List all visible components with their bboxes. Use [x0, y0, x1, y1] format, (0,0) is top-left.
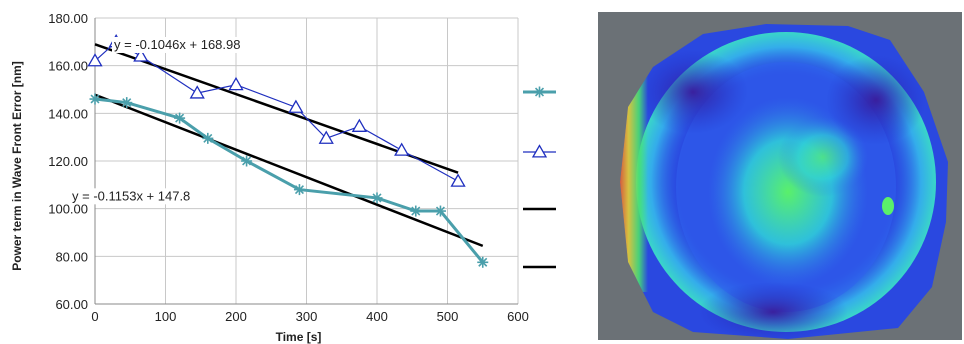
- series-1-point: [202, 132, 214, 144]
- series-2-point: [87, 53, 103, 67]
- series-1-point: [371, 192, 383, 204]
- trendline-equation-1: y = -0.1046x + 168.98: [114, 37, 240, 52]
- series-line-1: [94, 97, 484, 264]
- legend-marker-asterisk: [534, 86, 545, 98]
- legend-marker-triangle: [531, 144, 548, 158]
- series-2-point: [351, 118, 367, 132]
- x-tick-label: 600: [507, 309, 529, 324]
- legend-entry-series-2: [523, 144, 556, 158]
- equation-label-bg: [70, 188, 213, 205]
- series-2-point: [189, 85, 205, 99]
- x-axis-title: Time [s]: [276, 330, 322, 344]
- y-tick-label: 60.00: [55, 297, 88, 312]
- series-2-point: [288, 99, 304, 113]
- series-2-point: [318, 130, 334, 144]
- y-tick-label: 160.00: [48, 59, 88, 74]
- x-tick-label: 100: [155, 309, 177, 324]
- y-tick-label: 100.00: [48, 202, 88, 217]
- series-1-point: [174, 112, 186, 124]
- series-1-point: [434, 205, 446, 217]
- wavefront-error-map: [598, 12, 962, 340]
- series-1-point: [293, 184, 305, 196]
- x-tick-label: 0: [91, 309, 98, 324]
- y-tick-label: 120.00: [48, 154, 88, 169]
- series-1-point: [241, 155, 253, 167]
- power-term-chart: 60.00 80.00 100.00 120.00 140.00 160.00 180.00…: [10, 11, 556, 344]
- series-2-point: [394, 142, 410, 156]
- x-tick-label: 300: [296, 309, 318, 324]
- y-tick-label: 140.00: [48, 106, 88, 121]
- x-tick-label: 200: [225, 309, 247, 324]
- y-tick-label: 180.00: [48, 11, 88, 26]
- x-tick-label: 400: [366, 309, 388, 324]
- chart-svg: 60.00 80.00 100.00 120.00 140.00 160.00 180.00…: [10, 11, 556, 344]
- series-2-point: [228, 76, 244, 91]
- y-tick-label: 80.00: [55, 249, 88, 264]
- legend-entry-series-1: [523, 86, 556, 98]
- series-1-point: [121, 97, 133, 109]
- x-tick-label: 500: [437, 309, 459, 324]
- trendline-equation-2: y = -0.1153x + 147.8: [72, 188, 190, 203]
- trendline-2: [94, 93, 484, 248]
- series-2-point: [450, 173, 466, 187]
- wavefront-map-image: [620, 24, 948, 339]
- series-1-point: [477, 256, 489, 268]
- series-2-point: [133, 48, 149, 62]
- series-1-point: [89, 93, 101, 105]
- series-1-point: [410, 205, 422, 217]
- equation-label-bg: [112, 36, 262, 53]
- wavefront-disc: [620, 24, 948, 339]
- y-axis-title: Power term in Wave Front Error [nm]: [10, 61, 24, 271]
